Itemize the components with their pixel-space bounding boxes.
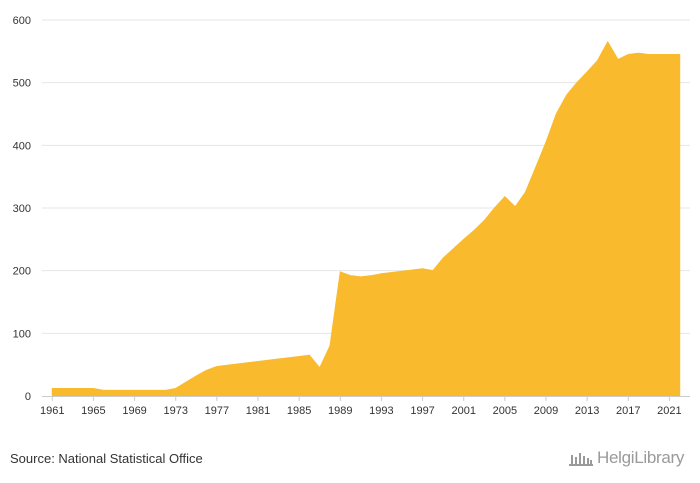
helgi-library-logo[interactable]: HelgiLibrary <box>568 448 684 468</box>
x-tick-label: 1985 <box>287 405 311 417</box>
x-tick-label: 2021 <box>657 405 681 417</box>
y-tick-label: 300 <box>13 203 31 215</box>
x-tick-label: 1997 <box>410 405 434 417</box>
y-tick-label: 500 <box>13 78 31 90</box>
source-note: Source: National Statistical Office <box>10 451 203 466</box>
x-tick-label: 1981 <box>246 405 270 417</box>
y-tick-label: 100 <box>13 328 31 340</box>
y-axis-labels: 0 100 200 300 400 500 600 <box>13 15 31 403</box>
y-tick-label: 600 <box>13 15 31 27</box>
x-axis <box>42 396 690 401</box>
x-tick-label: 1993 <box>369 405 393 417</box>
x-tick-label: 2005 <box>493 405 517 417</box>
x-tick-label: 1989 <box>328 405 352 417</box>
y-tick-label: 400 <box>13 140 31 152</box>
x-tick-label: 1977 <box>205 405 229 417</box>
series-area <box>51 40 681 397</box>
x-tick-label: 2001 <box>451 405 475 417</box>
x-tick-label: 1969 <box>122 405 146 417</box>
x-tick-label: 2009 <box>534 405 558 417</box>
area-series <box>51 40 681 397</box>
logo-text: HelgiLibrary <box>597 448 685 467</box>
x-tick-label: 2013 <box>575 405 599 417</box>
x-axis-labels: 1961 1965 1969 1973 1977 1981 1985 1989 1993 1997… <box>40 405 682 417</box>
x-tick-label: 2017 <box>616 405 640 417</box>
area-chart: 0 100 200 300 400 500 600 1961 1965 1969 1973 1977… <box>13 15 690 417</box>
x-tick-label: 1961 <box>40 405 64 417</box>
y-tick-label: 200 <box>13 266 31 278</box>
y-tick-label: 0 <box>25 391 31 403</box>
x-tick-label: 1973 <box>163 405 187 417</box>
library-building-icon <box>569 453 593 466</box>
x-tick-label: 1965 <box>81 405 105 417</box>
